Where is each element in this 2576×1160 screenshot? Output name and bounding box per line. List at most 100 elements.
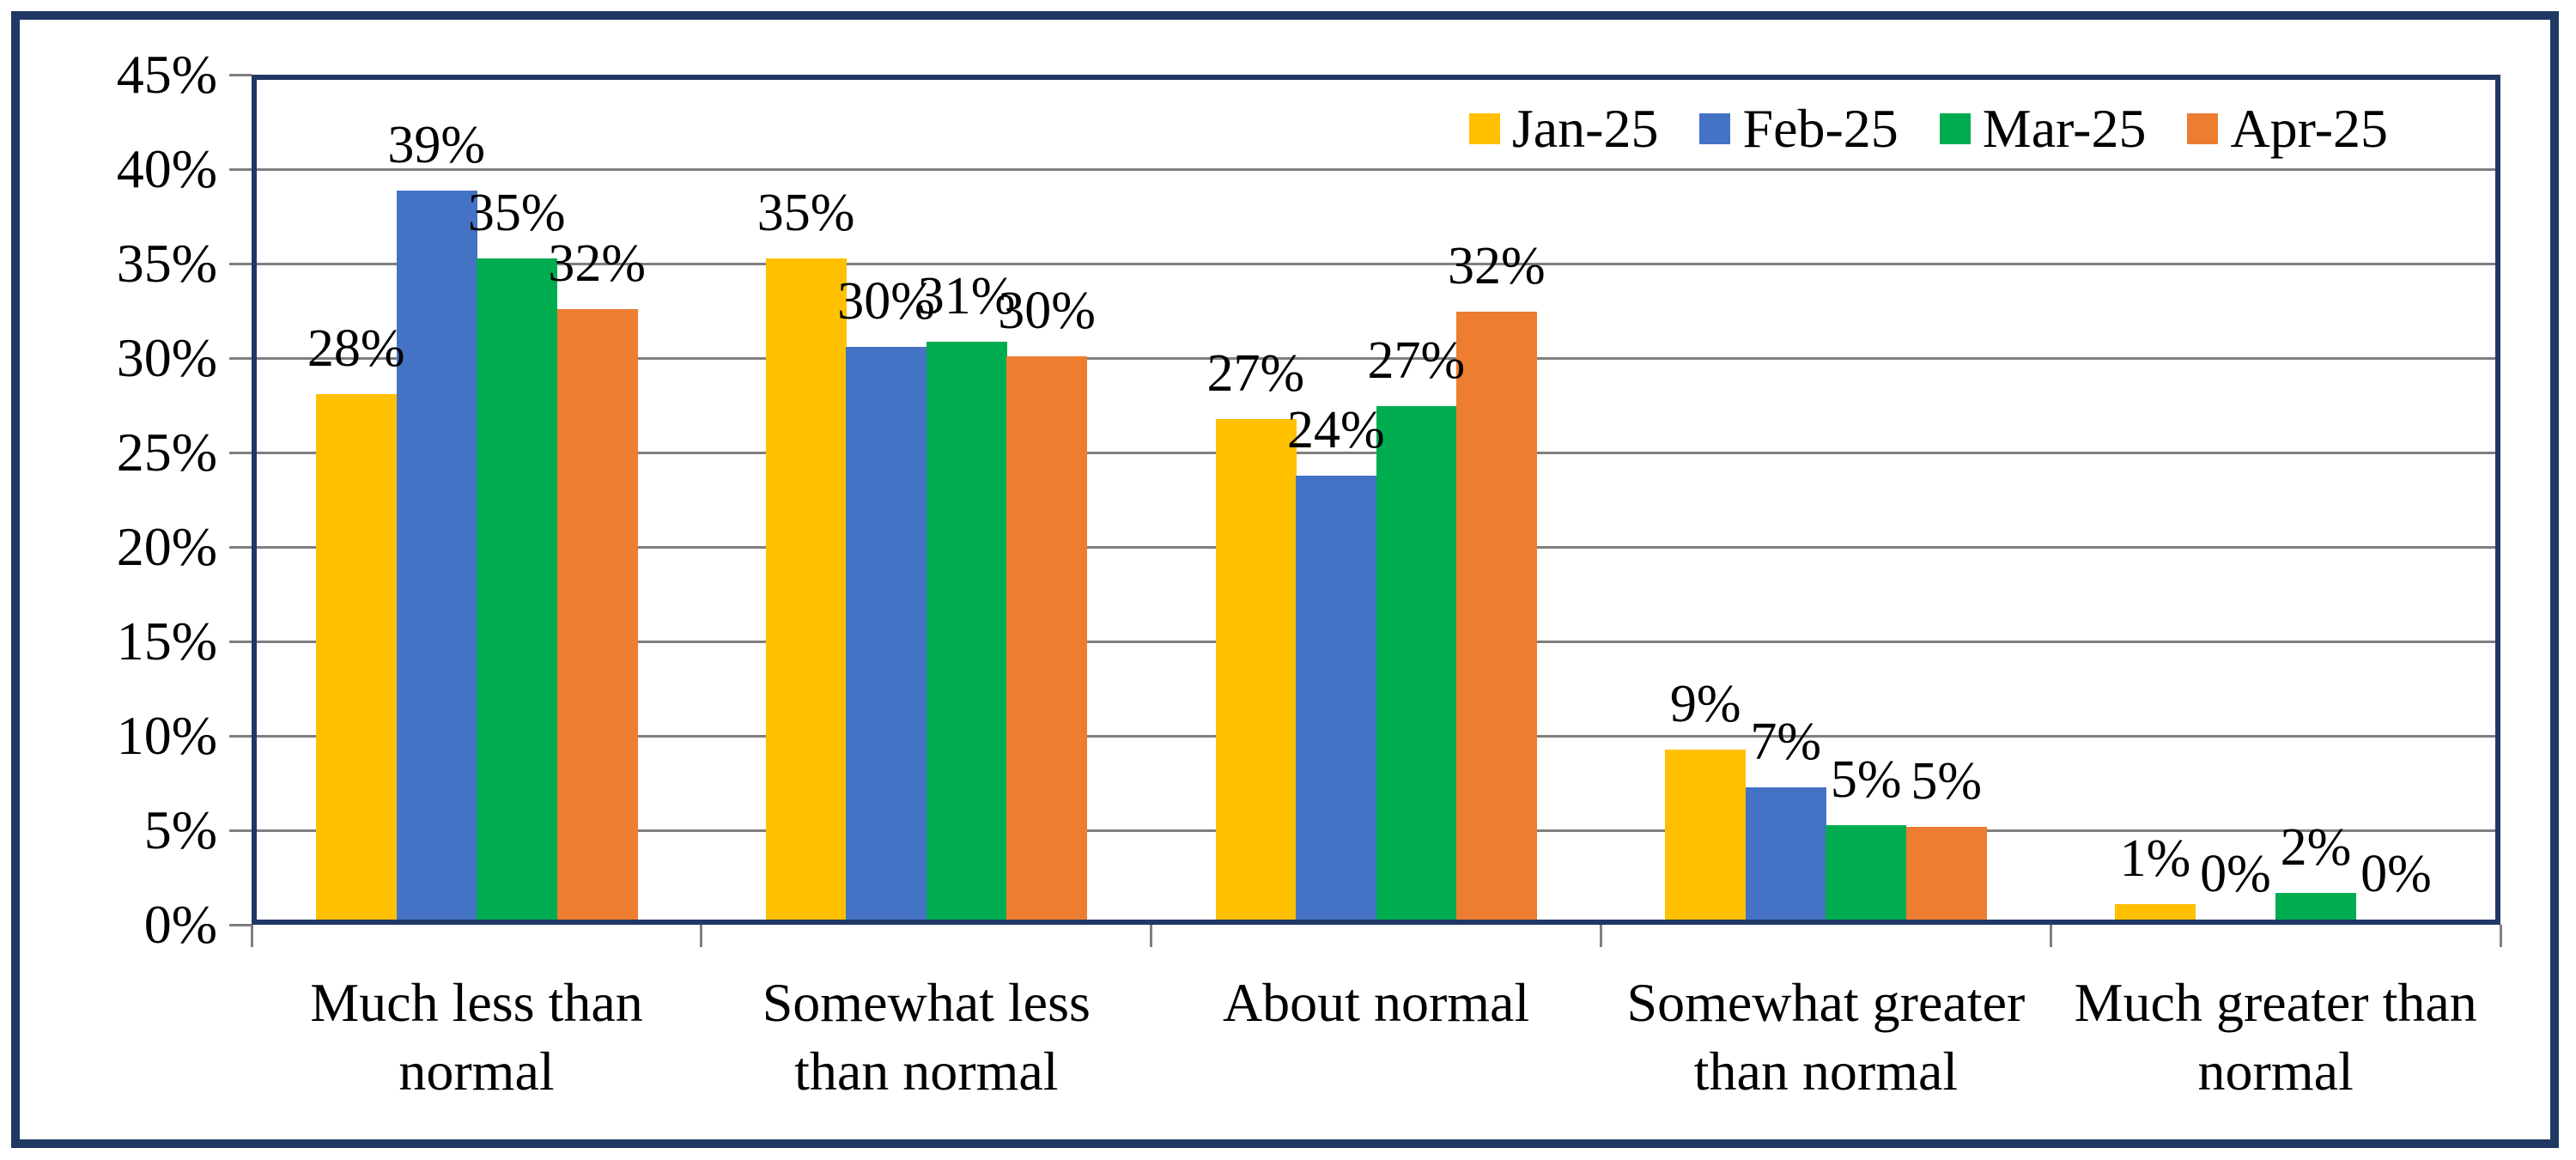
- x-axis-tick: [700, 925, 703, 947]
- gridline: [257, 451, 2495, 454]
- bar-Feb-25-category-1: [396, 190, 477, 920]
- data-label-Mar-25-category-3: 27%: [1367, 331, 1466, 390]
- data-label-Feb-25-category-5: 0%: [2200, 845, 2271, 903]
- data-label-Apr-25-category-4: 5%: [1911, 752, 1982, 811]
- bar-Mar-25-category-1: [477, 258, 557, 920]
- data-label-Feb-25-category-1: 39%: [387, 115, 486, 174]
- bar-Mar-25-category-5: [2275, 893, 2357, 920]
- category-label-2: Somewhat less than normal: [702, 969, 1151, 1106]
- bar-Feb-25-category-2: [846, 347, 927, 920]
- bar-Jan-25-category-1: [316, 394, 397, 920]
- bar-Feb-25-category-3: [1296, 476, 1377, 920]
- bar-Apr-25-category-2: [1006, 356, 1088, 920]
- data-label-Apr-25-category-2: 30%: [998, 282, 1096, 341]
- category-label-line: Much less than: [310, 972, 643, 1033]
- category-label-line: Somewhat less: [762, 972, 1091, 1033]
- y-axis-tick: [229, 167, 252, 171]
- y-axis-tick-label: 5%: [143, 799, 217, 860]
- legend-swatch-icon: [2187, 113, 2219, 144]
- data-label-Apr-25-category-5: 0%: [2360, 845, 2432, 903]
- data-label-Mar-25-category-2: 31%: [917, 266, 1016, 325]
- y-axis-tick-label: 20%: [116, 516, 217, 577]
- legend-item-Mar-25: Mar-25: [1939, 98, 2147, 159]
- legend: Jan-25 Feb-25 Mar-25 Apr-25: [1468, 98, 2388, 159]
- category-label-line: normal: [2197, 1041, 2354, 1102]
- legend-label: Jan-25: [1511, 98, 1659, 159]
- y-axis-tick-label: 25%: [116, 422, 217, 483]
- legend-label: Apr-25: [2230, 98, 2388, 159]
- y-axis-tick: [229, 356, 252, 360]
- data-label-Jan-25-category-2: 35%: [756, 184, 855, 242]
- bar-Apr-25-category-3: [1456, 311, 1538, 920]
- category-label-line: Much greater than: [2074, 972, 2477, 1033]
- y-axis-tick: [229, 262, 252, 265]
- gridline: [257, 356, 2495, 360]
- legend-swatch-icon: [1468, 113, 1500, 144]
- data-label-Jan-25-category-1: 28%: [307, 319, 405, 379]
- legend-item-Jan-25: Jan-25: [1468, 98, 1659, 159]
- y-axis-tick-label: 0%: [143, 894, 217, 955]
- x-axis-tick: [2049, 925, 2052, 947]
- bar-Mar-25-category-4: [1826, 825, 1907, 920]
- category-label-1: Much less than normal: [252, 969, 702, 1106]
- legend-label: Mar-25: [1982, 98, 2147, 159]
- x-axis-tick: [2499, 925, 2502, 947]
- legend-item-Apr-25: Apr-25: [2187, 99, 2388, 159]
- category-label-line: than normal: [794, 1041, 1059, 1102]
- data-label-Mar-25-category-4: 5%: [1830, 750, 1902, 809]
- bar-Feb-25-category-4: [1745, 787, 1826, 920]
- y-axis-tick-label: 40%: [116, 138, 217, 199]
- x-axis-tick: [1599, 925, 1602, 947]
- x-axis-category-labels: Much less than normal Somewhat less than no…: [252, 969, 2500, 1149]
- y-axis-tick: [229, 923, 252, 926]
- y-axis-tick: [229, 734, 252, 738]
- y-axis-tick-label: 30%: [116, 327, 217, 388]
- plot-area: 28% 39% 35% 32% 35% 30% 31% 30% 27% 24% 27% 32% 9% 7%…: [252, 75, 2500, 925]
- category-label-3: About normal: [1151, 969, 1601, 1037]
- y-axis-tick-label: 10%: [116, 705, 217, 766]
- y-axis-tick-label: 15%: [116, 610, 217, 671]
- category-label-line: About normal: [1222, 972, 1530, 1033]
- y-axis-tick: [229, 545, 252, 549]
- legend-item-Feb-25: Feb-25: [1699, 98, 1899, 159]
- y-axis-tick: [229, 640, 252, 643]
- bar-Jan-25-category-4: [1665, 750, 1747, 920]
- category-label-4: Somewhat greater than normal: [1601, 969, 2050, 1106]
- x-axis-tick: [1150, 925, 1153, 947]
- data-label-Feb-25-category-3: 24%: [1287, 401, 1385, 459]
- data-label-Mar-25-category-1: 35%: [467, 184, 566, 242]
- y-axis-tick: [229, 829, 252, 832]
- data-label-Jan-25-category-5: 1%: [2119, 829, 2191, 889]
- data-label-Mar-25-category-5: 2%: [2280, 818, 2352, 878]
- gridline: [257, 167, 2495, 171]
- legend-swatch-icon: [1699, 113, 1731, 144]
- data-label-Jan-25-category-4: 9%: [1669, 675, 1741, 733]
- bar-Mar-25-category-2: [926, 341, 1007, 920]
- bar-Jan-25-category-3: [1215, 419, 1297, 920]
- data-label-Jan-25-category-3: 27%: [1206, 344, 1305, 403]
- chart-outer-border: [11, 11, 2559, 1148]
- y-axis-tick-label: 45%: [116, 44, 217, 105]
- x-axis-tick: [250, 925, 253, 947]
- category-label-line: Somewhat greater: [1626, 972, 2026, 1033]
- bar-Apr-25-category-1: [556, 309, 638, 920]
- legend-swatch-icon: [1939, 113, 1971, 144]
- bar-Jan-25-category-5: [2115, 904, 2196, 920]
- x-axis-ticks: [250, 925, 2502, 950]
- legend-label: Feb-25: [1742, 98, 1899, 159]
- data-label-Feb-25-category-2: 30%: [837, 272, 935, 331]
- gridline: [257, 262, 2495, 265]
- bar-Apr-25-category-4: [1905, 827, 1987, 920]
- data-label-Apr-25-category-1: 32%: [548, 234, 647, 294]
- bar-Jan-25-category-2: [765, 258, 847, 920]
- data-label-Apr-25-category-3: 32%: [1448, 236, 1546, 295]
- category-label-line: than normal: [1693, 1041, 1959, 1102]
- bar-Mar-25-category-3: [1376, 405, 1457, 920]
- y-axis-tick-label: 35%: [116, 233, 217, 294]
- category-label-line: normal: [398, 1041, 555, 1102]
- category-label-5: Much greater than normal: [2050, 969, 2500, 1106]
- y-axis-tick: [229, 73, 252, 76]
- y-axis: 0% 5% 10% 15% 20% 25% 30% 35% 40% 45%: [0, 44, 252, 955]
- y-axis-tick: [229, 451, 252, 454]
